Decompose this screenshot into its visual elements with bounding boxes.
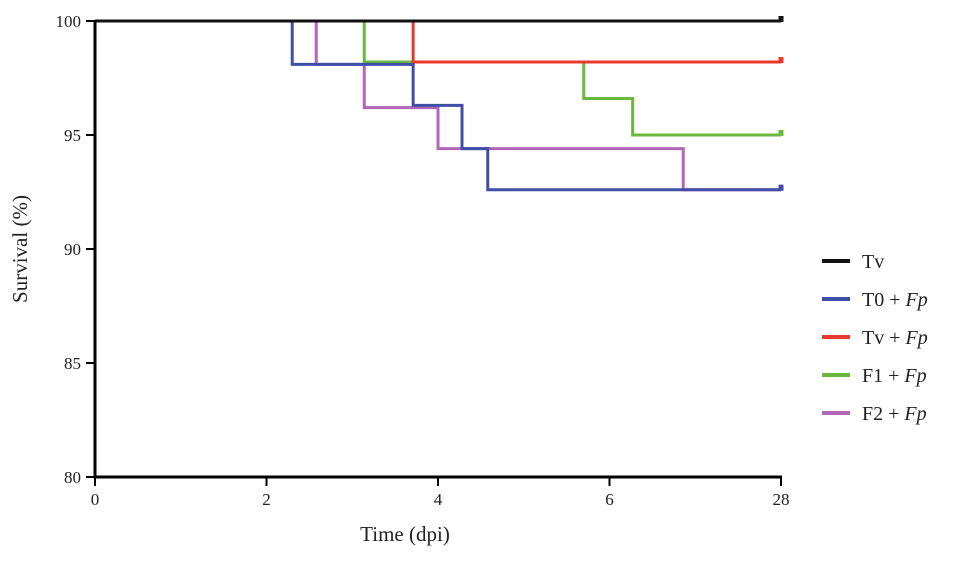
legend-label: Tv + Fp [862, 327, 928, 349]
y-tick-label: 80 [64, 468, 81, 487]
legend-label: T0 + Fp [862, 289, 928, 311]
x-tick-label: 2 [262, 490, 271, 509]
legend-label-name: F2 + [862, 403, 904, 425]
y-tick-label: 95 [64, 126, 81, 145]
legend-label: F2 + Fp [862, 403, 927, 425]
legend-label: F1 + Fp [862, 365, 927, 387]
x-tick-label: 28 [773, 490, 790, 509]
x-tick-label: 6 [605, 490, 614, 509]
legend-label-name: Tv + [862, 327, 906, 349]
series-layer [95, 16, 784, 192]
legend-label-pathogen: Fp [903, 365, 926, 387]
series-line-f1 [95, 19, 781, 137]
series-line-tv [95, 19, 781, 64]
legend-label-name: T0 + [862, 289, 906, 311]
y-tick-label: 100 [56, 12, 82, 31]
axes: 80 85 90 95 100 0 2 4 6 28 [56, 12, 790, 509]
legend-label-pathogen: Fp [905, 327, 928, 349]
legend-label-pathogen: Fp [905, 289, 928, 311]
series-line-t0 [95, 19, 781, 192]
y-tick-label: 85 [64, 354, 81, 373]
x-tick-label: 0 [91, 490, 100, 509]
y-axis-label: Survival (%) [8, 195, 32, 303]
y-tick-label: 90 [64, 240, 81, 259]
x-axis-label: Time (dpi) [360, 522, 450, 546]
legend-label-name: Tv [862, 251, 884, 273]
x-tick-label: 4 [434, 490, 443, 509]
legend-label: Tv [862, 251, 884, 273]
legend-label-name: F1 + [862, 365, 904, 387]
series-line-f2 [95, 19, 781, 192]
legend-label-pathogen: Fp [903, 403, 926, 425]
